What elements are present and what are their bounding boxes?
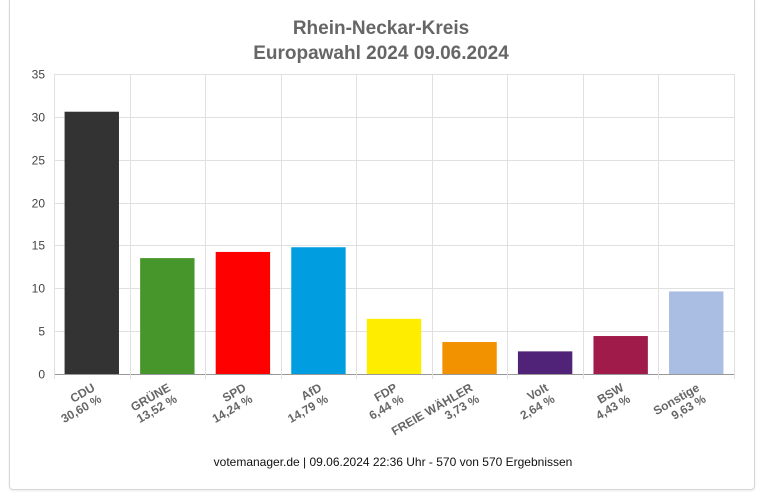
bar-1 xyxy=(140,258,195,374)
bars xyxy=(64,111,724,374)
y-axis: 0 5 10 15 20 25 30 35 xyxy=(32,68,46,382)
bar-0 xyxy=(64,111,119,374)
y-tick-label-0: 0 xyxy=(38,368,45,382)
chart-subtitle: Europawahl 2024 09.06.2024 xyxy=(253,43,509,64)
y-tick-label-30: 30 xyxy=(32,111,46,125)
bar-8 xyxy=(669,291,724,374)
bar-6 xyxy=(517,351,573,374)
y-tick-label-10: 10 xyxy=(32,282,46,296)
bar-4 xyxy=(366,318,422,374)
y-tick-label-35: 35 xyxy=(32,68,46,82)
bar-7 xyxy=(593,336,648,374)
y-tick-label-25: 25 xyxy=(32,154,46,168)
y-tick-label-20: 20 xyxy=(32,197,46,211)
chart-title: Rhein-Neckar-Kreis xyxy=(293,18,469,39)
chart-footer: votemanager.de | 09.06.2024 22:36 Uhr - … xyxy=(214,455,573,469)
y-tick-label-15: 15 xyxy=(32,239,46,253)
bar-3 xyxy=(291,247,346,374)
bar-2 xyxy=(215,251,271,374)
bar-5 xyxy=(442,342,497,374)
y-tick-label-5: 5 xyxy=(38,325,45,339)
